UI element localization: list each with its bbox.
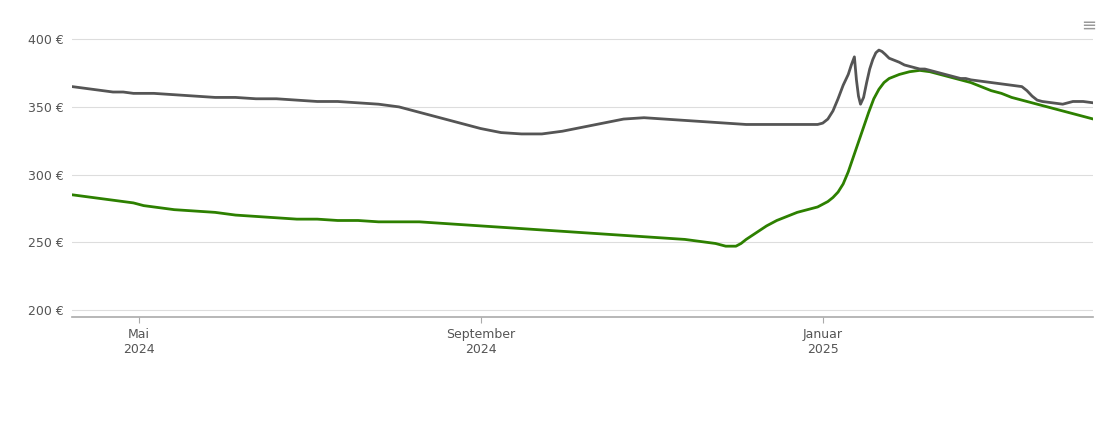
Text: ≡: ≡ bbox=[1081, 17, 1097, 35]
